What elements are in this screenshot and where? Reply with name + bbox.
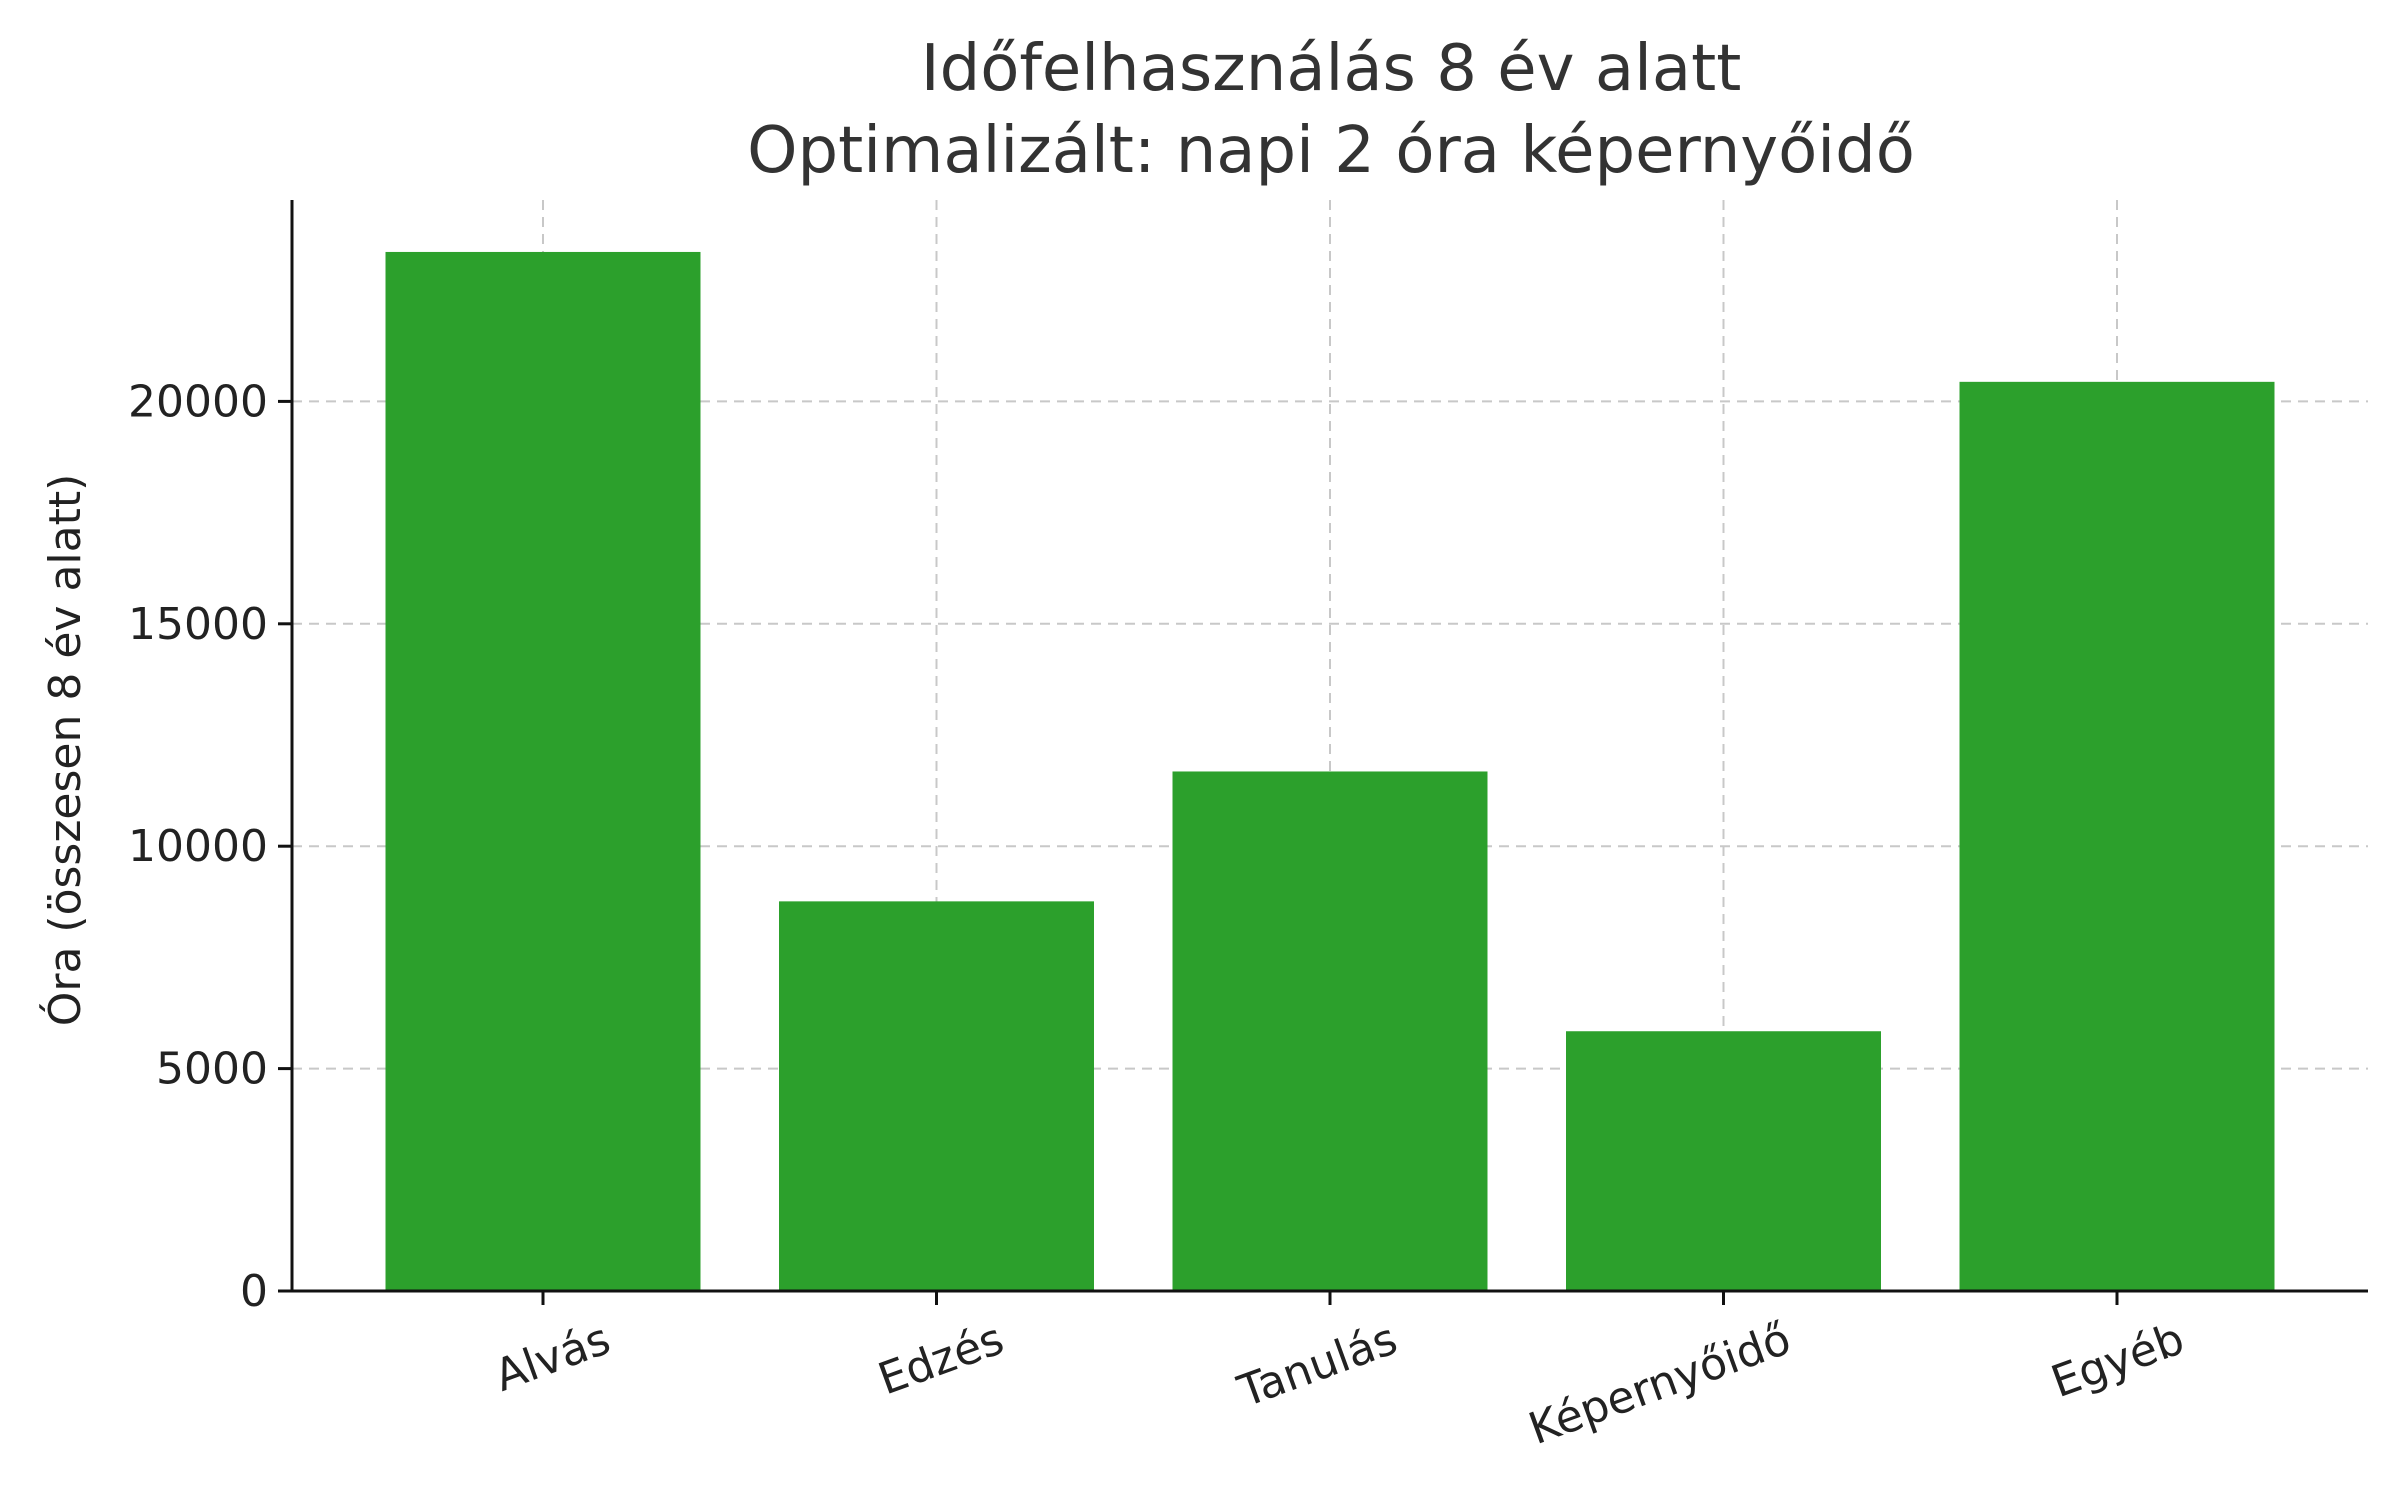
chart-title: Időfelhasználás 8 év alatt	[921, 32, 1742, 106]
y-tick-label: 5000	[156, 1044, 268, 1095]
bar-4	[1566, 1031, 1881, 1291]
chart-subtitle: Optimalizált: napi 2 óra képernyőidő	[747, 114, 1915, 188]
x-tick-label: Képernyőidő	[1522, 1313, 1797, 1455]
x-tick-label: Egyéb	[2045, 1313, 2191, 1408]
y-axis-label: Óra (összesen 8 év alatt)	[38, 474, 91, 1027]
y-tick-label: 0	[240, 1266, 268, 1317]
x-tick-label: Tanulás	[1231, 1313, 1404, 1418]
bar-layer	[385, 251, 2275, 1291]
bar-1	[385, 251, 701, 1291]
x-tick-label: Edzés	[872, 1313, 1011, 1405]
bar-5	[1959, 381, 2275, 1291]
bar-2	[779, 901, 1094, 1291]
y-tick-label: 10000	[128, 821, 268, 872]
bar-3	[1172, 771, 1488, 1291]
y-tick-label: 20000	[128, 376, 268, 427]
x-tick-label: Alvás	[488, 1313, 617, 1401]
y-tick-label: 15000	[128, 599, 268, 650]
